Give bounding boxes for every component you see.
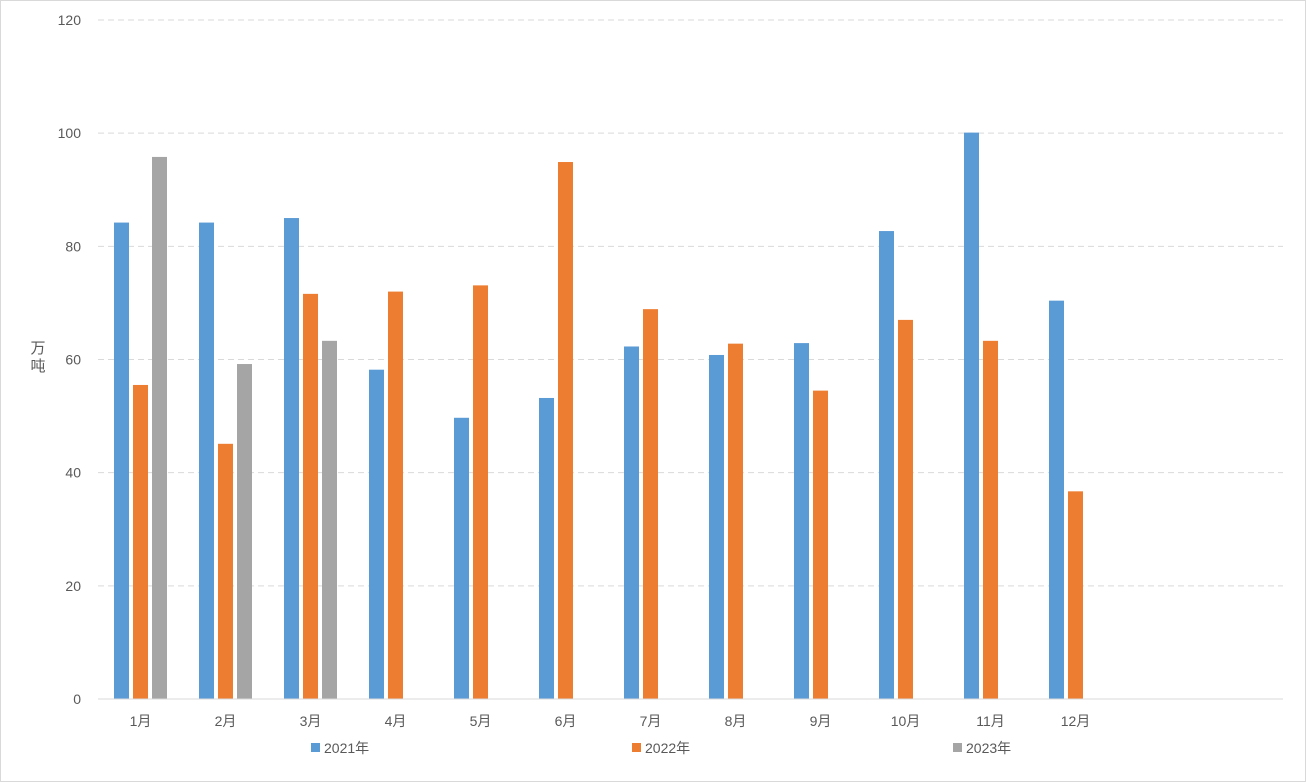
- legend-label: 2021年: [324, 740, 369, 756]
- y-tick-label: 0: [73, 691, 81, 707]
- bar-2-3: [303, 293, 318, 699]
- x-tick-label: 4月: [385, 713, 407, 729]
- x-tick-label: 3月: [300, 713, 322, 729]
- bar-2-8: [728, 343, 743, 699]
- x-tick-label: 2月: [215, 713, 237, 729]
- bar-1-2: [199, 222, 214, 699]
- bars: [114, 132, 1083, 700]
- bar-1-6: [539, 397, 554, 699]
- bar-1-1: [114, 222, 129, 699]
- legend-label: 2023年: [966, 740, 1011, 756]
- bar-1-10: [879, 231, 894, 699]
- bar-2-5: [473, 285, 488, 699]
- bar-1-12: [1049, 300, 1064, 699]
- x-tick-label: 9月: [810, 713, 832, 729]
- x-tick-label: 5月: [470, 713, 492, 729]
- y-tick-label: 80: [65, 238, 81, 254]
- y-axis-label: 万吨: [30, 340, 45, 375]
- legend-swatch: [953, 743, 962, 752]
- bar-2-7: [643, 309, 658, 699]
- x-tick-label: 12月: [1061, 713, 1091, 729]
- y-tick-label: 100: [58, 125, 82, 141]
- bar-3-1: [152, 156, 167, 700]
- bar-1-9: [794, 343, 809, 699]
- y-tick-label: 40: [65, 465, 81, 481]
- bar-1-4: [369, 369, 384, 699]
- bar-2-9: [813, 390, 828, 699]
- legend-swatch: [632, 743, 641, 752]
- x-tick-label: 1月: [130, 713, 152, 729]
- y-tick-label: 60: [65, 352, 81, 368]
- bar-2-2: [218, 443, 233, 699]
- legend: 2021年 2022年 2023年: [311, 740, 1011, 756]
- y-axis-ticks: 0 20 40 60 80 100 120: [58, 12, 82, 707]
- bar-3-3: [322, 340, 337, 699]
- bar-1-5: [454, 417, 469, 699]
- x-tick-label: 7月: [640, 713, 662, 729]
- bar-2-1: [133, 384, 148, 699]
- x-tick-label: 10月: [891, 713, 921, 729]
- bar-3-2: [237, 364, 252, 699]
- x-tick-label: 8月: [725, 713, 747, 729]
- legend-swatch: [311, 743, 320, 752]
- y-tick-label: 20: [65, 578, 81, 594]
- bar-1-7: [624, 346, 639, 699]
- bar-1-8: [709, 354, 724, 699]
- bar-2-4: [388, 291, 403, 699]
- bar-1-11: [964, 132, 979, 699]
- bar-2-10: [898, 319, 913, 699]
- y-tick-label: 120: [58, 12, 82, 28]
- legend-label: 2022年: [645, 740, 690, 756]
- x-tick-label: 6月: [555, 713, 577, 729]
- x-tick-label: 11月: [976, 713, 1005, 729]
- bar-2-11: [983, 340, 998, 699]
- bar-2-6: [558, 162, 573, 699]
- gridlines: [98, 19, 1283, 587]
- bar-1-3: [284, 218, 299, 699]
- x-axis-ticks: 1月 2月 3月 4月 5月 6月 7月 8月 9月 10月 11月 12月: [130, 713, 1091, 729]
- bar-2-12: [1068, 491, 1083, 699]
